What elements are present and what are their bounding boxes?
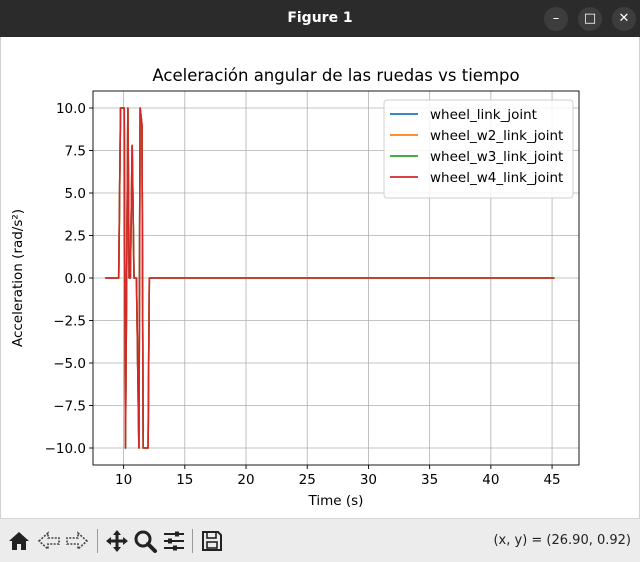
- cursor-coordinates: (x, y) = (26.90, 0.92): [493, 533, 631, 548]
- zoom-button[interactable]: [132, 528, 158, 554]
- zoom-icon: [134, 530, 157, 553]
- x-axis-label: Time (s): [308, 493, 364, 509]
- back-button[interactable]: [36, 528, 62, 554]
- forward-button[interactable]: [64, 528, 90, 554]
- series-line-4: [105, 107, 555, 449]
- y-tick-label: −7.5: [53, 399, 86, 415]
- maximize-button[interactable]: □: [578, 7, 602, 31]
- x-tick-label: 25: [299, 472, 316, 488]
- close-button[interactable]: ✕: [612, 7, 636, 31]
- window-title: Figure 1: [287, 10, 353, 26]
- x-tick-label: 20: [237, 472, 254, 488]
- y-axis-label: Acceleration (rad/s²): [10, 209, 26, 347]
- y-tick-label: 5.0: [65, 186, 86, 202]
- title-bar: Figure 1 – □ ✕: [0, 0, 640, 37]
- navigation-toolbar: (x, y) = (26.90, 0.92): [0, 518, 640, 562]
- toolbar-separator: [192, 529, 193, 553]
- save-icon: [202, 531, 222, 551]
- y-tick-label: 0.0: [65, 271, 86, 287]
- home-button[interactable]: [6, 528, 32, 554]
- x-tick-label: 40: [482, 472, 499, 488]
- minimize-button[interactable]: –: [544, 7, 568, 31]
- toolbar-separator: [97, 529, 98, 553]
- pan-icon: [106, 530, 128, 552]
- chart-title: Aceleración angular de las ruedas vs tie…: [152, 66, 519, 85]
- plot-area: 10 15 20 25 30 35 40 45 10.0 7.5 5.0 2.5 0.0 −2.5 −5.0…: [10, 66, 580, 509]
- y-tick-label: 7.5: [65, 144, 86, 160]
- x-tick-label: 10: [115, 472, 132, 488]
- legend-label: wheel_w4_link_joint: [430, 170, 563, 186]
- forward-icon: [66, 531, 89, 551]
- back-icon: [37, 531, 60, 551]
- x-tick-label: 45: [543, 472, 560, 488]
- legend-label: wheel_link_joint: [430, 107, 537, 123]
- x-tick-label: 15: [176, 472, 193, 488]
- legend-label: wheel_w3_link_joint: [430, 149, 563, 165]
- legend-box: [383, 99, 574, 199]
- save-button[interactable]: [199, 528, 225, 554]
- y-tick-label: −2.5: [53, 314, 86, 330]
- y-tick-label: 2.5: [65, 229, 86, 245]
- x-tick-label: 30: [360, 472, 377, 488]
- figure-canvas[interactable]: 10 15 20 25 30 35 40 45 10.0 7.5 5.0 2.5 0.0 −2.5 −5.0…: [0, 37, 640, 518]
- legend-label: wheel_w2_link_joint: [430, 128, 563, 144]
- chart: 10 15 20 25 30 35 40 45 10.0 7.5 5.0 2.5 0.0 −2.5 −5.0…: [10, 66, 580, 509]
- y-tick-label: −5.0: [53, 356, 86, 372]
- subplots-icon: [164, 531, 184, 551]
- pan-button[interactable]: [104, 528, 130, 554]
- subplots-button[interactable]: [161, 528, 187, 554]
- x-tick-label: 35: [421, 472, 438, 488]
- y-tick-label: −10.0: [45, 441, 86, 457]
- home-icon: [9, 532, 29, 550]
- y-tick-label: 10.0: [56, 101, 86, 117]
